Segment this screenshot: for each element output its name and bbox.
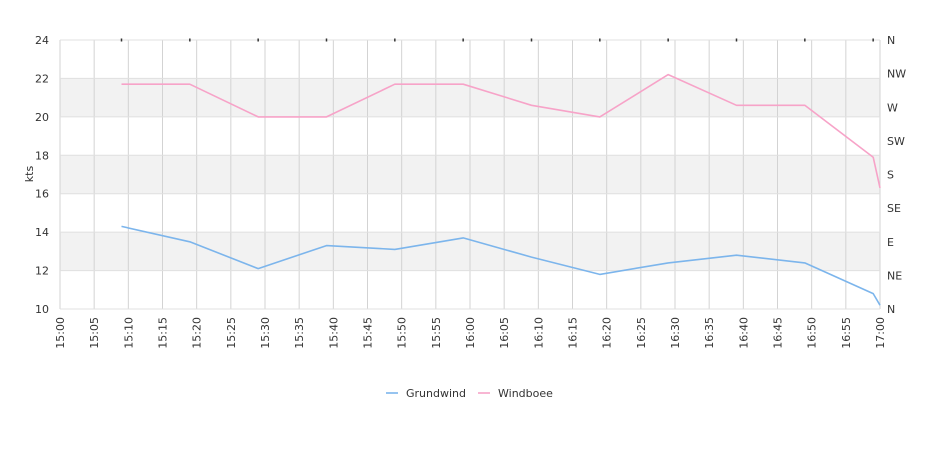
top-marker — [599, 38, 601, 42]
x-tick-label: 15:45 — [362, 317, 375, 349]
y2-tick-label: E — [887, 236, 894, 249]
series-line-windboee — [121, 73, 881, 189]
top-marker — [120, 38, 123, 42]
x-tick-label: 16:30 — [669, 317, 682, 349]
y2-tick-label: NE — [887, 269, 902, 282]
x-tick-label: 15:40 — [327, 317, 340, 349]
top-marker — [189, 38, 191, 42]
x-tick-label: 15:05 — [88, 317, 101, 349]
y2-tick-label: S — [887, 169, 894, 182]
x-tick-label: 15:00 — [54, 317, 67, 349]
x-tick-label: 16:50 — [806, 317, 819, 349]
x-tick-label: 16:05 — [498, 317, 511, 349]
y2-tick-label: SE — [887, 202, 901, 215]
legend: Grundwind Windboee — [386, 387, 553, 400]
y-tick-label: 14 — [35, 226, 49, 239]
y-axis-label: kts — [23, 166, 36, 183]
y-tick-label: 16 — [35, 188, 49, 201]
y2-tick-label: N — [887, 303, 895, 316]
x-tick-label: 16:15 — [567, 317, 580, 349]
x-tick-label: 15:35 — [293, 317, 306, 349]
y2-axis-ticks: N NE E SE S SW W NW N — [887, 34, 906, 316]
x-axis-ticks: 15:00 15:05 15:10 15:15 15:20 15:25 15:30 15:35… — [54, 317, 887, 349]
top-marker — [462, 38, 464, 42]
x-tick-label: 15:30 — [259, 317, 272, 349]
top-marker — [394, 38, 396, 42]
x-tick-label: 16:40 — [737, 317, 750, 349]
top-marker — [872, 38, 874, 42]
y-tick-label: 22 — [35, 72, 49, 85]
x-tick-label: 15:15 — [157, 317, 170, 349]
y-tick-label: 10 — [35, 303, 49, 316]
x-tick-label: 15:10 — [122, 317, 135, 349]
x-tick-label: 16:55 — [840, 317, 853, 349]
legend-label-grundwind: Grundwind — [406, 387, 466, 400]
x-tick-label: 15:50 — [396, 317, 409, 349]
x-tick-label: 16:20 — [601, 317, 614, 349]
top-marker — [667, 38, 669, 42]
x-tick-label: 15:20 — [191, 317, 204, 349]
x-tick-label: 15:25 — [225, 317, 238, 349]
y-axis-ticks: 10 12 14 16 18 20 22 24 — [35, 34, 49, 316]
x-tick-label: 16:45 — [772, 317, 785, 349]
horizontal-grid — [60, 39, 880, 310]
y2-tick-label: W — [887, 101, 898, 114]
legend-label-windboee: Windboee — [498, 387, 553, 400]
y2-tick-label: NW — [887, 68, 906, 81]
x-tick-label: 16:00 — [464, 317, 477, 349]
top-marker — [735, 38, 738, 42]
y2-tick-label: N — [887, 34, 895, 47]
top-marker — [804, 38, 806, 42]
x-tick-label: 16:25 — [635, 317, 648, 349]
series-lines — [121, 73, 881, 306]
y-tick-label: 12 — [35, 265, 49, 278]
x-tick-label: 15:55 — [430, 317, 443, 349]
y-tick-label: 24 — [35, 34, 49, 47]
x-tick-label: 16:35 — [703, 317, 716, 349]
top-markers — [120, 38, 874, 42]
top-marker — [257, 38, 259, 42]
y-tick-label: 18 — [35, 149, 49, 162]
x-tick-label: 17:00 — [874, 317, 887, 349]
y-tick-label: 20 — [35, 111, 49, 124]
x-tick-label: 16:10 — [532, 317, 545, 349]
top-marker — [325, 38, 328, 42]
top-marker — [530, 38, 533, 42]
y2-tick-label: SW — [887, 135, 905, 148]
series-line-grundwind — [121, 225, 881, 306]
